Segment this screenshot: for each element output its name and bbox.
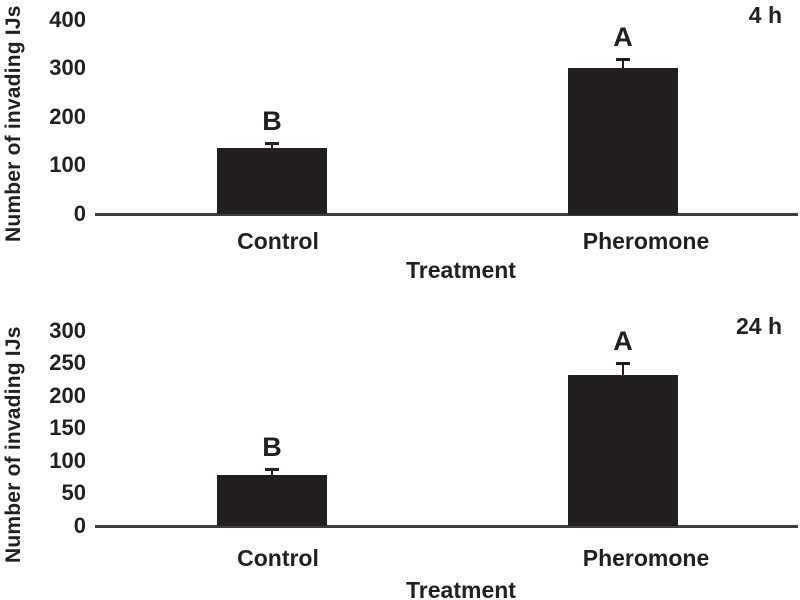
x-axis-label: Treatment: [406, 257, 516, 283]
y-tick-label: 0: [73, 512, 86, 538]
category-label-control: Control: [237, 545, 319, 571]
category-label-pheromone: Pheromone: [582, 545, 710, 571]
bar-pheromone: [568, 375, 678, 527]
error-bar-cap: [265, 141, 279, 145]
error-bar-line: [271, 467, 273, 479]
y-tick-label: 0: [73, 200, 86, 226]
y-tick-label: 250: [49, 350, 86, 376]
y-axis-label: Number of invading IJs: [2, 326, 25, 564]
significance-letter: B: [262, 431, 282, 462]
y-tick-label: 300: [49, 55, 86, 81]
category-label-pheromone: Pheromone: [582, 228, 710, 254]
x-axis-line: [95, 212, 798, 216]
x-axis-label: Treatment: [406, 577, 516, 600]
y-tick-label: 50: [61, 480, 86, 506]
bar-control: [217, 474, 327, 527]
significance-letter: A: [613, 21, 633, 52]
bar-chart-24h: Number of invading IJs 0 50 100 150 200 250 300…: [0, 300, 800, 600]
bar-control: [217, 148, 327, 215]
error-bar-cap: [616, 57, 630, 61]
y-tick-label: 150: [49, 415, 86, 441]
error-bar-line: [271, 141, 273, 153]
time-point-label: 24 h: [735, 313, 782, 339]
y-tick-label: 100: [49, 447, 86, 473]
error-bar-cap: [265, 467, 279, 471]
error-bar-line: [622, 57, 624, 73]
bar-chart-4h: Number of invading IJs 0 100 200 300 400 B Cont…: [2, 2, 798, 283]
significance-letter: A: [613, 326, 633, 357]
error-bar-cap: [616, 362, 630, 366]
y-tick-label: 200: [49, 103, 86, 129]
y-tick-label: 400: [49, 7, 86, 32]
significance-letter: B: [262, 105, 282, 136]
bar-pheromone: [568, 68, 678, 215]
time-point-label: 4 h: [748, 2, 782, 28]
x-axis-line: [95, 524, 798, 528]
error-bar-line: [622, 362, 624, 380]
category-label-control: Control: [237, 228, 319, 254]
y-tick-label: 100: [49, 152, 86, 178]
y-tick-label: 200: [49, 382, 86, 408]
y-tick-label: 300: [49, 318, 86, 343]
